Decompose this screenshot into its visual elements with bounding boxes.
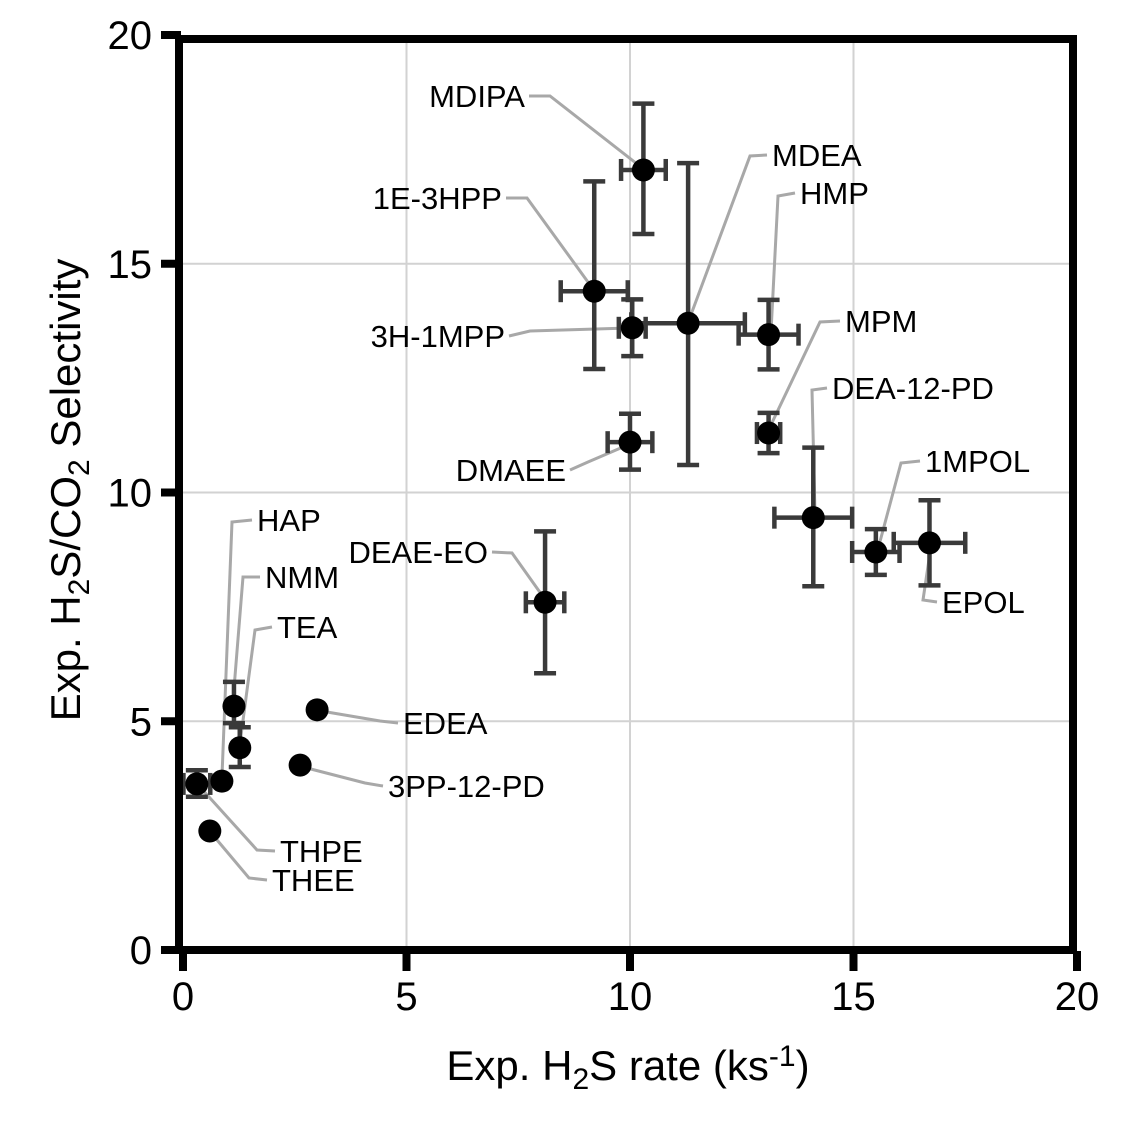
gridlines: [183, 43, 1069, 946]
point-label-DMAEE: DMAEE: [456, 453, 566, 488]
leader-line-1MPOL: [876, 459, 921, 550]
leader-line-EDEA: [320, 709, 399, 725]
x-tick-label-20: 20: [1055, 975, 1100, 1019]
data-point-DEA-12-PD: [801, 506, 825, 530]
x-tick-label-0: 0: [172, 975, 194, 1019]
x-tick-label-15: 15: [831, 975, 876, 1019]
data-point-DEAE-EO: [533, 590, 557, 614]
leader-line-DMAEE: [569, 442, 631, 472]
leader-line-1E-3HPP: [506, 196, 595, 290]
data-point-EPOL: [917, 531, 941, 555]
data-point-THPE: [185, 772, 209, 796]
data-point-MDIPA: [631, 158, 655, 182]
point-label-NMM: NMM: [265, 560, 339, 595]
y-tick-label-0: 0: [130, 929, 152, 973]
data-point-1MPOL: [864, 540, 888, 564]
x-tick-label-10: 10: [608, 975, 653, 1019]
plot-border: [175, 35, 1077, 954]
leader-line-MPM: [767, 319, 841, 430]
leader-line-NMM: [231, 575, 260, 702]
data-markers: [185, 158, 941, 843]
point-label-HAP: HAP: [257, 503, 321, 538]
data-point-MDEA: [676, 311, 700, 335]
point-label-1E-3HPP: 1E-3HPP: [373, 181, 502, 216]
leader-line-3PP-12-PD: [302, 765, 384, 788]
point-label-3H-1MPP: 3H-1MPP: [371, 319, 505, 354]
point-label-EPOL: EPOL: [942, 585, 1025, 620]
data-point-THEE: [198, 819, 222, 843]
point-label-THPE: THPE: [280, 834, 363, 869]
data-point-DMAEE: [618, 430, 642, 454]
point-label-1MPOL: 1MPOL: [925, 444, 1030, 479]
axis-tick-labels: 0 5 10 15 20 0 5 10 15 20: [108, 14, 1100, 1019]
point-label-HMP: HMP: [800, 176, 869, 211]
x-tick-label-5: 5: [395, 975, 417, 1019]
point-label-DEA-12-PD: DEA-12-PD: [832, 371, 994, 406]
point-label-MDEA: MDEA: [772, 138, 862, 173]
y-tick-label-20: 20: [108, 14, 153, 58]
data-point-HMP: [757, 323, 781, 347]
data-point-NMM: [222, 694, 246, 718]
y-tick-label-10: 10: [108, 472, 153, 516]
leader-line-THPE: [198, 785, 276, 853]
point-label-TEA: TEA: [277, 610, 338, 645]
point-label-MPM: MPM: [845, 304, 917, 339]
leader-line-DEAE-EO: [491, 550, 546, 599]
x-axis-title: Exp. H2S rate (ks-1): [446, 1040, 809, 1096]
data-point-3PP-12-PD: [288, 753, 312, 777]
leader-line-MDEA: [687, 153, 768, 321]
data-point-MPM: [757, 421, 781, 445]
leader-line-THEE: [210, 833, 268, 882]
point-label-EDEA: EDEA: [403, 706, 488, 741]
point-label-3PP-12-PD: 3PP-12-PD: [388, 769, 545, 804]
point-label-THEE: THEE: [272, 863, 355, 898]
leader-line-HMP: [769, 191, 796, 333]
axis-ticks: [161, 31, 1081, 971]
leader-line-HAP: [220, 518, 253, 777]
data-point-EDEA: [305, 698, 329, 722]
point-label-MDIPA: MDIPA: [429, 79, 525, 114]
y-tick-label-15: 15: [108, 243, 153, 287]
leader-line-3H-1MPP: [508, 326, 630, 338]
data-point-1E-3HPP: [582, 279, 606, 303]
y-tick-label-5: 5: [130, 700, 152, 744]
leader-line-MDIPA: [529, 94, 642, 169]
point-label-DEAE-EO: DEAE-EO: [348, 535, 488, 570]
data-point-HAP: [210, 769, 234, 793]
data-point-TEA: [228, 736, 252, 760]
data-point-3H-1MPP: [620, 316, 644, 340]
error-bar-1E-3HPP: [558, 179, 631, 372]
y-axis-title: Exp. H2S/CO2 Selectivity: [42, 259, 96, 722]
